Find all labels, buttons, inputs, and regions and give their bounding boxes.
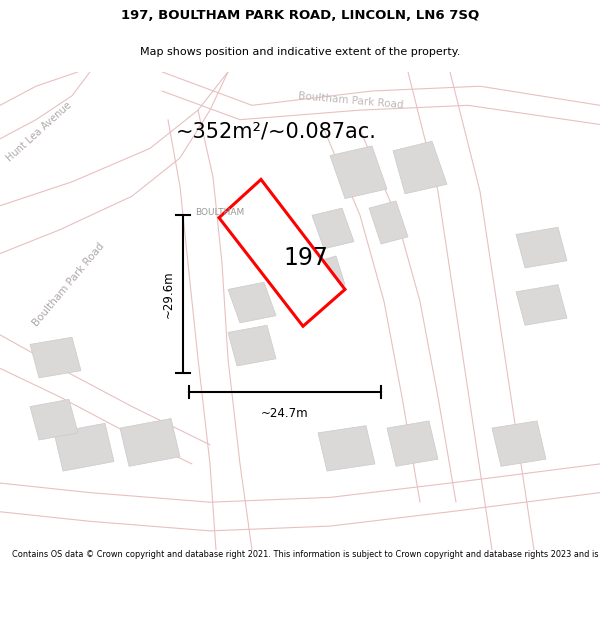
Polygon shape <box>54 423 114 471</box>
Polygon shape <box>312 256 345 292</box>
Polygon shape <box>228 282 276 323</box>
Text: ~29.6m: ~29.6m <box>161 271 175 318</box>
Text: 197, BOULTHAM PARK ROAD, LINCOLN, LN6 7SQ: 197, BOULTHAM PARK ROAD, LINCOLN, LN6 7S… <box>121 9 479 22</box>
Text: 197: 197 <box>284 246 328 270</box>
Polygon shape <box>30 399 78 440</box>
Text: Boultham Park Road: Boultham Park Road <box>31 241 107 328</box>
Polygon shape <box>312 208 354 249</box>
Polygon shape <box>30 338 81 378</box>
Text: Hunt Lea Avenue: Hunt Lea Avenue <box>5 100 73 163</box>
Polygon shape <box>516 284 567 325</box>
Polygon shape <box>120 419 180 466</box>
Polygon shape <box>330 146 387 199</box>
Polygon shape <box>516 228 567 268</box>
Polygon shape <box>228 325 276 366</box>
Polygon shape <box>369 201 408 244</box>
Polygon shape <box>219 179 345 326</box>
Text: Boultham Park Road: Boultham Park Road <box>298 91 404 110</box>
Text: ~352m²/~0.087ac.: ~352m²/~0.087ac. <box>176 122 376 142</box>
Polygon shape <box>318 426 375 471</box>
Text: BOULTHAM: BOULTHAM <box>195 208 244 217</box>
Text: Contains OS data © Crown copyright and database right 2021. This information is : Contains OS data © Crown copyright and d… <box>12 550 600 559</box>
Text: Map shows position and indicative extent of the property.: Map shows position and indicative extent… <box>140 47 460 57</box>
Polygon shape <box>387 421 438 466</box>
Polygon shape <box>393 141 447 194</box>
Polygon shape <box>492 421 546 466</box>
Text: ~24.7m: ~24.7m <box>261 408 309 420</box>
